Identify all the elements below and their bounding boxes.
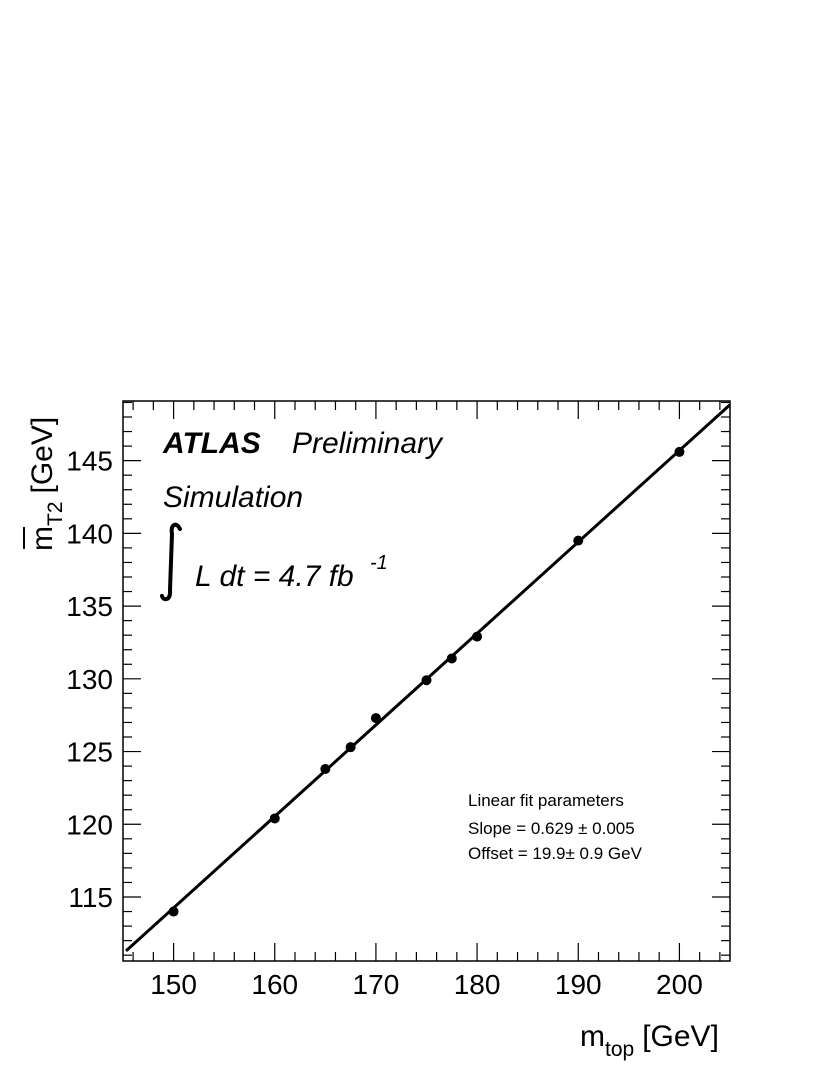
data-point (446, 653, 457, 664)
x-tick-label: 180 (454, 969, 501, 1000)
x-tick-label: 190 (555, 969, 602, 1000)
y-tick-label: 130 (66, 664, 113, 695)
simulation-label: Simulation (163, 481, 303, 514)
y-tick-label: 140 (66, 518, 113, 549)
y-tick-label: 125 (66, 737, 113, 768)
data-point (573, 535, 584, 546)
data-points (168, 446, 685, 917)
fit-slope: Slope = 0.629 ± 0.005 (468, 819, 635, 838)
y-tick-labels: 115 120 125 130 135 140 145 (66, 446, 113, 913)
data-point (168, 906, 179, 917)
x-axis-title: mtop [GeV] (580, 1020, 719, 1061)
x-axis-title-unit: [GeV] (642, 1020, 719, 1053)
tick-marks (123, 401, 730, 961)
fit-title: Linear fit parameters (468, 791, 624, 810)
luminosity-label: L dt = 4.7 fb (195, 560, 354, 593)
data-point (674, 446, 685, 457)
x-tick-label: 170 (353, 969, 400, 1000)
data-point (370, 713, 381, 724)
svg-text:mT2[GeV]: mT2 [GeV] (26, 417, 67, 551)
atlas-label: ATLAS (162, 427, 261, 460)
y-tick-label: 115 (68, 882, 113, 913)
plot-frame (122, 400, 731, 962)
preliminary-label: Preliminary (292, 427, 444, 460)
data-point (269, 813, 280, 824)
y-tick-label: 120 (66, 809, 113, 840)
data-point (320, 764, 331, 774)
y-axis-title: mT2 [GeV] (23, 417, 67, 551)
data-point (421, 675, 432, 686)
fit-offset: Offset = 19.9± 0.9 GeV (468, 844, 643, 863)
data-point (345, 742, 356, 753)
x-axis-title-main: m (580, 1020, 605, 1053)
y-axis-title-main: m (26, 526, 59, 551)
x-tick-label: 150 (150, 969, 197, 1000)
y-tick-label: 135 (66, 591, 113, 622)
x-tick-labels: 150 160 170 180 190 200 (150, 969, 703, 1000)
x-axis-title-sub: top (605, 1038, 634, 1061)
luminosity-exponent: -1 (370, 552, 388, 574)
y-axis-title-sub: T2 (44, 501, 67, 526)
y-axis-title-unit: [GeV] (26, 417, 59, 494)
integral-sign-icon (160, 522, 182, 602)
x-tick-label: 200 (656, 969, 703, 1000)
y-tick-label: 145 (66, 446, 113, 477)
x-tick-label: 160 (251, 969, 298, 1000)
data-point (472, 631, 483, 642)
